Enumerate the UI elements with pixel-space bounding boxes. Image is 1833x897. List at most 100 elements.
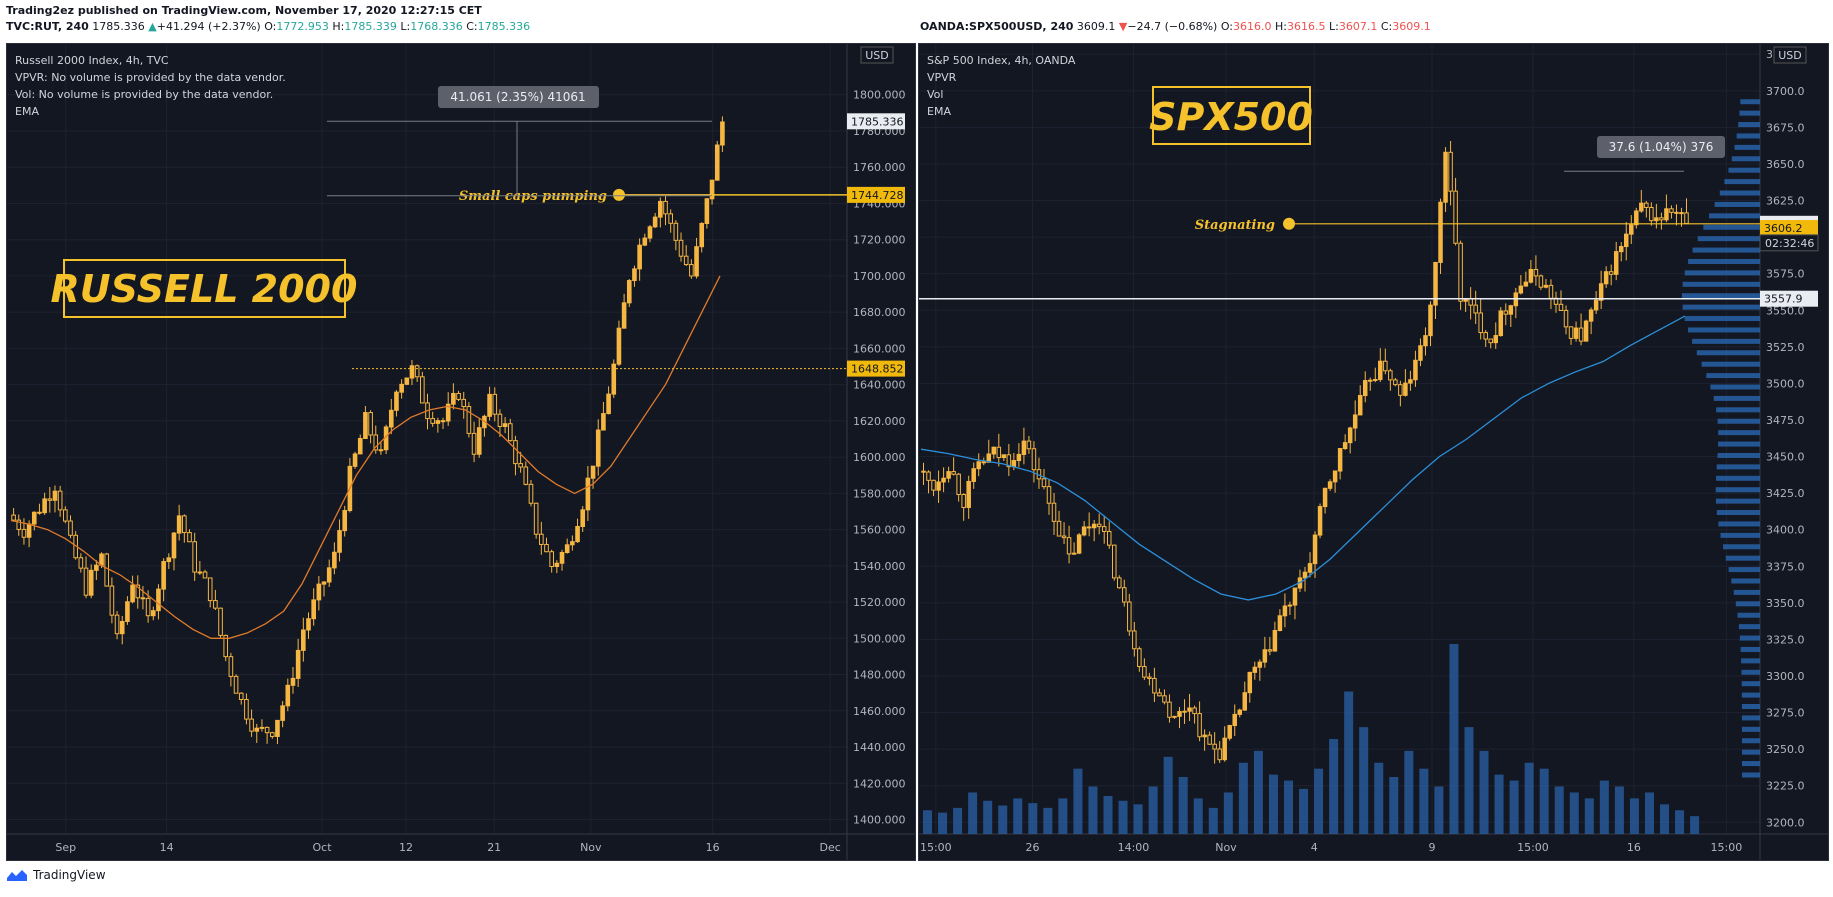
measure-box: [438, 86, 599, 108]
vpvr-bar: [1738, 122, 1760, 128]
candle-body: [1618, 246, 1624, 253]
candle-body: [580, 509, 586, 528]
candle-body: [1498, 310, 1504, 337]
candle-body: [544, 543, 549, 553]
y-tick-label: 1660.000: [853, 342, 906, 355]
russell-chart-svg[interactable]: 1400.000 1420.000 1440.000 1460.000 1480.000…: [7, 44, 915, 860]
candle-body: [1182, 710, 1187, 713]
candle-body: [244, 698, 249, 720]
candle-body: [363, 412, 368, 439]
candle-body: [518, 463, 523, 468]
y-tick-label: 3650.0: [1766, 158, 1805, 171]
vpvr-bar: [1682, 281, 1760, 287]
y-tick-label: 1440.000: [853, 741, 906, 754]
vpvr-bar: [1741, 715, 1760, 721]
candle-body: [1398, 384, 1403, 396]
candle-body: [352, 453, 358, 467]
candle-body: [1227, 725, 1232, 739]
x-tick-label: 14: [160, 841, 174, 854]
candle-body: [114, 614, 120, 635]
candle-body: [1076, 534, 1082, 554]
vpvr-bar: [1713, 395, 1760, 401]
candle-body: [466, 406, 472, 434]
vpvr-bar: [1716, 464, 1760, 470]
volume-bar: [1479, 750, 1489, 834]
spx-chart-svg[interactable]: 3200.0 3225.0 3250.0 3275.0 3300.0 3325.0 3350…: [919, 44, 1828, 860]
candle-body: [1408, 379, 1413, 384]
candle-body: [228, 656, 234, 677]
left-low: 1768.336: [410, 20, 463, 33]
candle-body: [140, 597, 146, 600]
candle-body: [616, 327, 622, 365]
price-tag-label: 3606.2: [1764, 222, 1803, 235]
volume-bar: [1584, 798, 1594, 834]
candle-body: [373, 434, 379, 451]
candle-body: [171, 532, 177, 559]
volume-bar: [953, 807, 963, 834]
volume-bar: [1283, 780, 1294, 834]
candle-body: [632, 268, 637, 282]
volume-bar: [1494, 774, 1504, 834]
candle-body: [1147, 676, 1152, 679]
volume-bar: [1644, 792, 1654, 834]
big-label-box: [63, 259, 346, 318]
left-symbol: TVC:RUT, 240: [6, 20, 89, 33]
vpvr-bar: [1718, 430, 1760, 436]
candle-body: [642, 237, 648, 246]
candle-body: [414, 365, 420, 378]
candle-body: [996, 446, 1002, 459]
candle-body: [1011, 460, 1017, 468]
candle-body: [1277, 615, 1283, 631]
candle-body: [1302, 571, 1308, 579]
vpvr-bar: [1681, 293, 1760, 299]
x-tick-label: Dec: [820, 841, 841, 854]
candle-body: [1317, 506, 1323, 536]
candle-body: [1674, 211, 1679, 214]
candle-body: [78, 557, 84, 569]
candle-body: [104, 553, 110, 587]
candle-body: [37, 511, 42, 514]
candle-body: [678, 239, 684, 257]
y-tick-label: 3425.0: [1766, 487, 1805, 500]
candle-body: [1603, 271, 1609, 285]
candle-body: [388, 409, 394, 428]
candle-body: [991, 446, 997, 455]
candle-body: [1257, 661, 1263, 668]
vpvr-bar: [1703, 224, 1760, 230]
y-tick-label: 3325.0: [1766, 633, 1805, 646]
candle-body: [57, 490, 63, 511]
left-close: 1785.336: [477, 20, 531, 33]
candle-body: [487, 393, 492, 417]
vpvr-bar: [1719, 190, 1760, 196]
candle-body: [109, 585, 115, 616]
candle-body: [88, 569, 94, 596]
volume-bar: [983, 800, 993, 834]
volume-bar: [1599, 780, 1609, 834]
candle-body: [1468, 298, 1473, 306]
russell-chart-panel[interactable]: 1400.000 1420.000 1440.000 1460.000 1480.000…: [6, 43, 916, 861]
candle-body: [1091, 523, 1097, 529]
volume-bar: [1178, 777, 1188, 834]
candle-body: [182, 515, 187, 534]
volume-bar: [1043, 807, 1053, 834]
x-tick-label: 9: [1429, 841, 1436, 854]
volume-bar: [1675, 810, 1685, 834]
candle-body: [1232, 713, 1237, 727]
candle-body: [663, 200, 668, 215]
currency-label: USD: [865, 49, 889, 62]
spx-chart-panel[interactable]: 3200.0 3225.0 3250.0 3275.0 3300.0 3325.0 3350…: [918, 43, 1829, 861]
candle-body: [259, 726, 265, 729]
candle-body: [192, 541, 197, 573]
volume-bar: [1389, 777, 1399, 834]
candle-body: [1458, 242, 1463, 302]
price-tag-label: 1648.852: [851, 363, 904, 376]
x-tick-label: 26: [1026, 841, 1040, 854]
volume-bar: [1103, 796, 1113, 834]
footer-brand[interactable]: TradingView: [6, 868, 106, 882]
candle-body: [1393, 379, 1398, 386]
vpvr-bar: [1728, 567, 1760, 573]
candle-body: [585, 477, 591, 511]
candle-body: [145, 597, 151, 617]
x-tick-label: 21: [487, 841, 501, 854]
candle-body: [1623, 233, 1629, 248]
